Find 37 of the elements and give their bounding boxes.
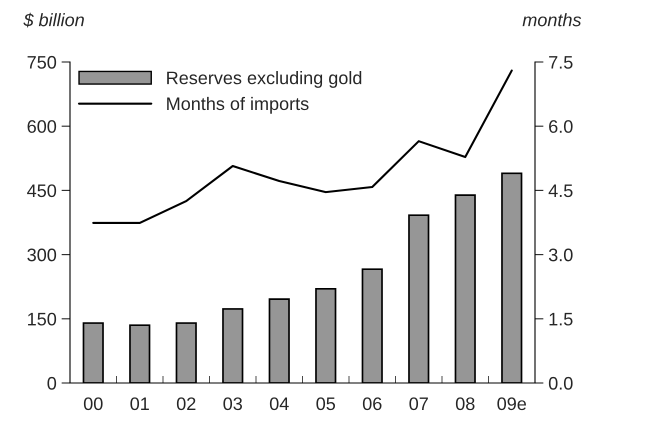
x-tick-label: 06 bbox=[362, 397, 382, 410]
y2-tick-label: 1.5 bbox=[550, 312, 573, 326]
bar bbox=[82, 322, 104, 383]
legend-label: Reserves excluding gold bbox=[167, 71, 362, 88]
x-tick-label: 00 bbox=[84, 397, 103, 410]
y-tick-label: 750 bbox=[28, 56, 56, 69]
bar bbox=[408, 214, 430, 383]
y2-tick-label: 0.0 bbox=[548, 376, 573, 390]
x-tick-label: 04 bbox=[270, 397, 289, 410]
y-tick-label: 450 bbox=[27, 184, 56, 198]
bar bbox=[222, 308, 244, 383]
x-tick-label: 05 bbox=[316, 397, 336, 410]
y-tick-label: 0 bbox=[47, 376, 56, 390]
y2-tick-label: 3.0 bbox=[548, 248, 573, 262]
y2-axis-title: months bbox=[522, 13, 582, 26]
bar bbox=[501, 172, 522, 383]
x-tick-label: 07 bbox=[409, 397, 428, 410]
y2-tick-label: 7.5 bbox=[549, 56, 573, 69]
bar bbox=[454, 194, 476, 383]
y-tick-label: 600 bbox=[28, 120, 56, 133]
bar bbox=[176, 322, 197, 383]
y-tick-label: 150 bbox=[28, 312, 56, 326]
x-tick-label: 03 bbox=[223, 397, 242, 410]
x-tick-label: 09e bbox=[497, 397, 526, 410]
y2-tick-label: 6.0 bbox=[549, 120, 573, 133]
bar bbox=[315, 288, 336, 383]
y2-tick-label: 4.5 bbox=[548, 184, 573, 198]
legend-label: Months of imports bbox=[167, 96, 309, 114]
bar bbox=[362, 268, 383, 383]
x-tick-label: 08 bbox=[456, 397, 475, 410]
y-axis-title: $ billion bbox=[23, 12, 84, 28]
bar bbox=[268, 298, 290, 383]
y-tick-label: 300 bbox=[27, 248, 56, 262]
x-tick-label: 02 bbox=[176, 397, 196, 410]
line-series bbox=[92, 70, 513, 224]
x-tick-label: 01 bbox=[130, 397, 149, 410]
bar bbox=[129, 324, 150, 383]
